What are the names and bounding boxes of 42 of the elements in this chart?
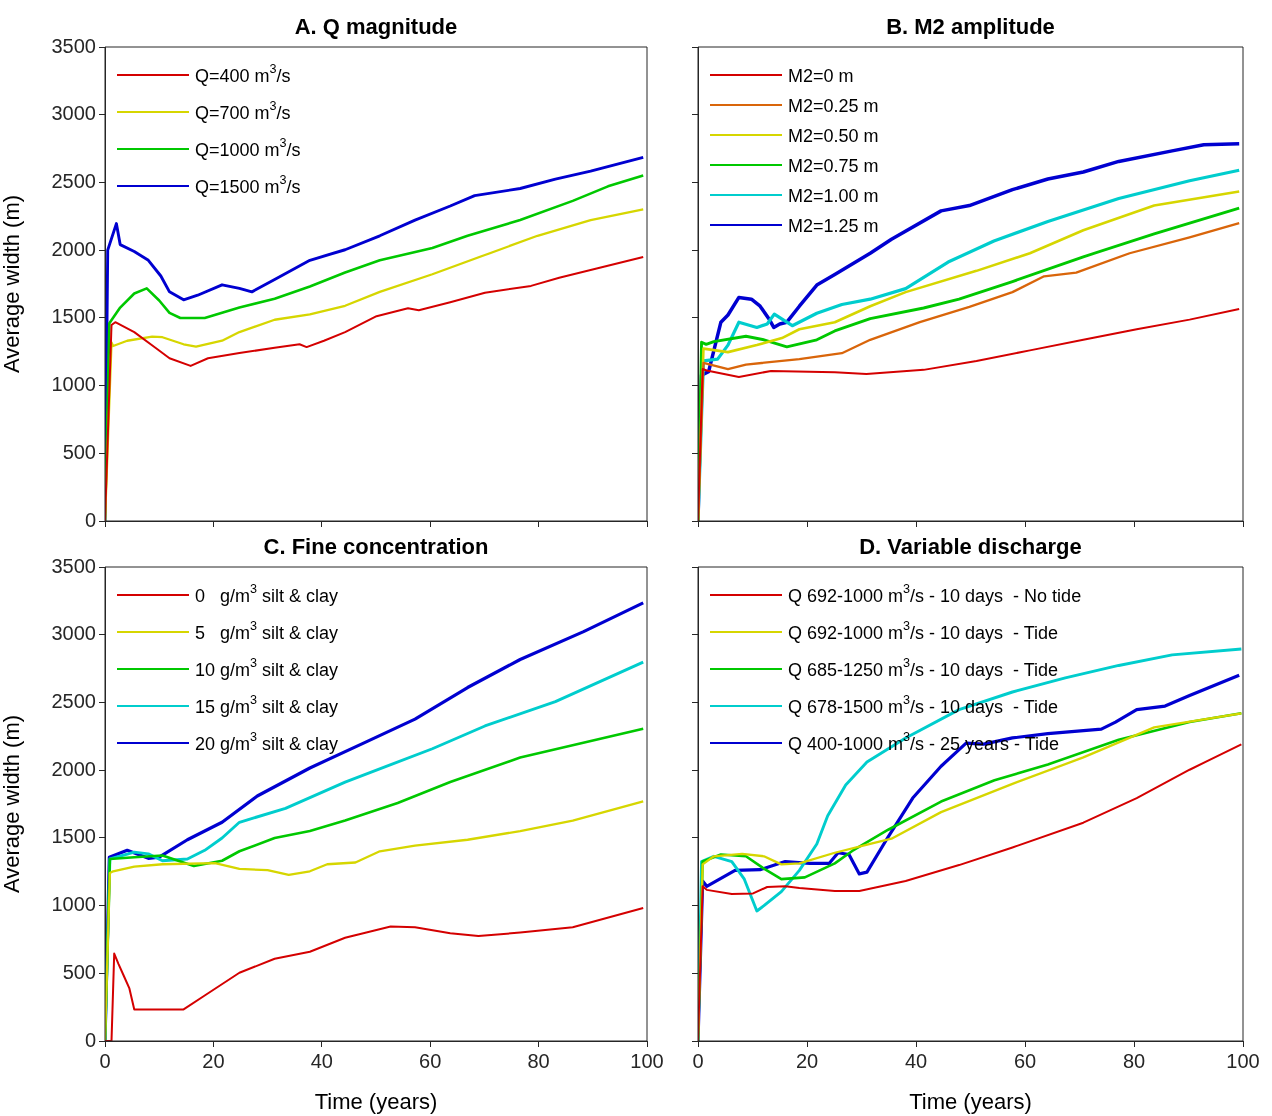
x-tick-label: 80 — [527, 1049, 550, 1072]
x-axis-title: Time (years) — [909, 1088, 1032, 1114]
y-tick-label: 1000 — [51, 373, 96, 396]
chart-title: D. Variable discharge — [859, 534, 1082, 560]
chart-title: C. Fine concentration — [263, 534, 489, 560]
y-tick-label: 0 — [84, 1028, 96, 1051]
x-tick-label: 0 — [99, 1049, 111, 1072]
legend-label: M2=0.75 m — [788, 155, 879, 176]
legend-label: M2=0.25 m — [788, 95, 879, 116]
y-tick-label: 0 — [84, 508, 96, 531]
x-tick-label: 100 — [1226, 1049, 1260, 1072]
x-tick-label: 60 — [419, 1049, 442, 1072]
y-tick-label: 1000 — [51, 893, 96, 916]
x-tick-label: 20 — [202, 1049, 225, 1072]
y-tick-label: 3500 — [51, 554, 96, 577]
y-tick-label: 1500 — [51, 825, 96, 848]
x-tick-label: 40 — [904, 1049, 928, 1072]
x-axis-title: Time (years) — [314, 1088, 438, 1114]
y-tick-label: 2000 — [51, 757, 96, 780]
x-tick-label: 0 — [692, 1049, 704, 1072]
x-tick-label: 40 — [310, 1049, 333, 1072]
legend-label: M2=1.25 m — [788, 215, 879, 236]
legend-label: M2=1.00 m — [788, 185, 879, 206]
x-tick-label: 20 — [795, 1049, 819, 1072]
chart-title: A. Q magnitude — [294, 14, 458, 40]
y-tick-label: 3000 — [51, 622, 96, 645]
y-tick-label: 2500 — [51, 689, 96, 712]
y-tick-label: 3500 — [51, 34, 96, 57]
y-tick-label: 3000 — [51, 102, 96, 125]
y-tick-label: 2500 — [51, 169, 96, 192]
legend-label: M2=0 m — [788, 65, 854, 86]
y-axis-title: Average width (m) — [0, 714, 25, 894]
y-tick-label: 2000 — [51, 237, 96, 260]
x-tick-label: 100 — [630, 1049, 664, 1072]
y-tick-label: 500 — [62, 960, 96, 983]
y-tick-label: 500 — [62, 440, 96, 463]
x-tick-label: 80 — [1122, 1049, 1146, 1072]
y-tick-label: 1500 — [51, 305, 96, 328]
y-axis-title: Average width (m) — [0, 194, 25, 374]
x-tick-label: 60 — [1013, 1049, 1037, 1072]
legend-label: M2=0.50 m — [788, 125, 879, 146]
chart-title: B. M2 amplitude — [886, 14, 1055, 40]
